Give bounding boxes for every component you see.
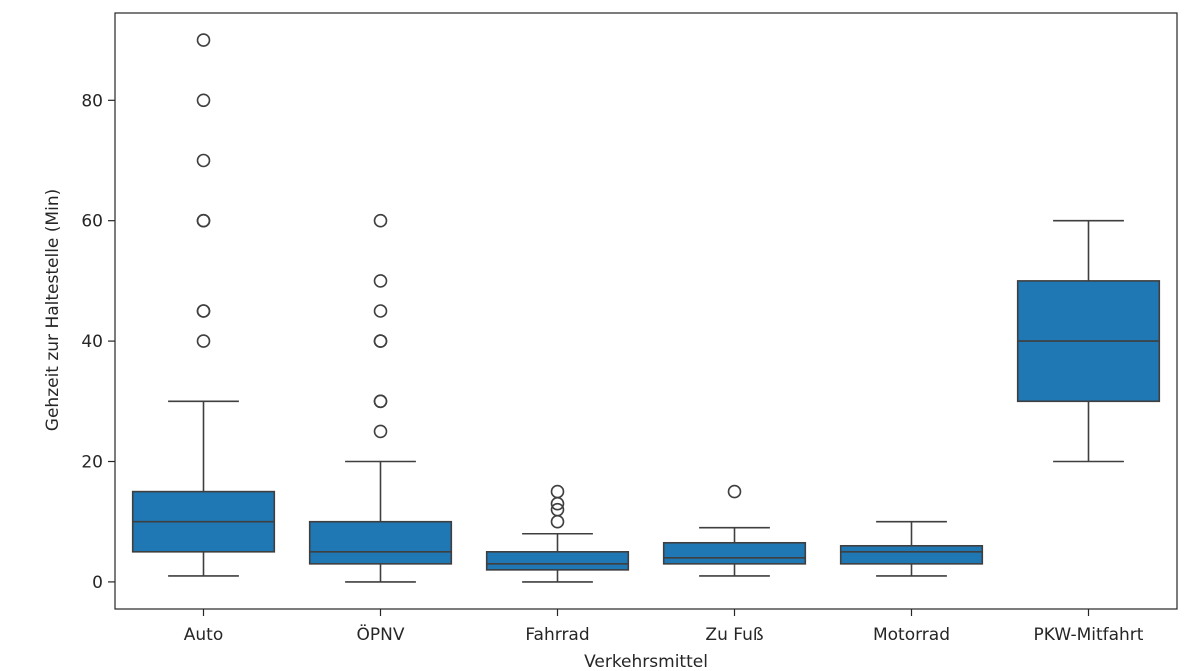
plot-frame bbox=[114, 12, 1178, 610]
outlier-point bbox=[373, 304, 388, 318]
outlier-point bbox=[373, 424, 388, 439]
y-tick-label: 20 bbox=[81, 453, 103, 473]
box-group bbox=[485, 484, 630, 583]
outlier-point bbox=[373, 274, 388, 288]
box-iqr bbox=[308, 520, 453, 565]
y-tick-label: 0 bbox=[92, 573, 103, 593]
axes: 0 20 40 60 80 Auto ÖPNV Fahrrad Zu Fuß Motorrad PK… bbox=[81, 12, 1178, 645]
outlier-point bbox=[550, 514, 565, 529]
x-axis-title: Verkehrsmittel bbox=[584, 652, 708, 671]
box-group bbox=[662, 484, 807, 577]
box-iqr bbox=[485, 551, 630, 571]
box-iqr bbox=[662, 541, 807, 565]
x-tick-label: Zu Fuß bbox=[705, 625, 763, 645]
y-tick-label: 60 bbox=[81, 212, 103, 232]
plot-area bbox=[131, 33, 1161, 583]
outlier-point bbox=[373, 334, 388, 348]
outlier-point bbox=[196, 153, 211, 168]
x-tick-label: Auto bbox=[184, 625, 223, 645]
x-tick-label: Fahrrad bbox=[525, 625, 589, 645]
outlier-point bbox=[373, 213, 388, 228]
outlier-point bbox=[550, 502, 565, 517]
outlier-point bbox=[550, 484, 565, 499]
outlier-point bbox=[196, 33, 211, 47]
box-iqr bbox=[839, 544, 984, 565]
x-tick-label: Motorrad bbox=[873, 625, 950, 645]
y-tick-label: 40 bbox=[81, 332, 103, 352]
x-tick-label: ÖPNV bbox=[357, 623, 405, 645]
outlier-point bbox=[727, 484, 742, 499]
box-group bbox=[1016, 219, 1161, 463]
y-axis-title: Gehzeit zur Haltestelle (Min) bbox=[43, 189, 63, 431]
outlier-point bbox=[373, 394, 388, 409]
outlier-point bbox=[196, 334, 211, 348]
box-group bbox=[308, 213, 453, 583]
y-tick-label: 80 bbox=[81, 91, 103, 111]
outlier-point bbox=[196, 304, 211, 318]
outlier-point bbox=[196, 213, 211, 228]
outlier-point bbox=[196, 93, 211, 108]
x-tick-label: PKW-Mitfahrt bbox=[1034, 625, 1144, 645]
box-group bbox=[131, 33, 276, 577]
box-group bbox=[839, 520, 984, 577]
